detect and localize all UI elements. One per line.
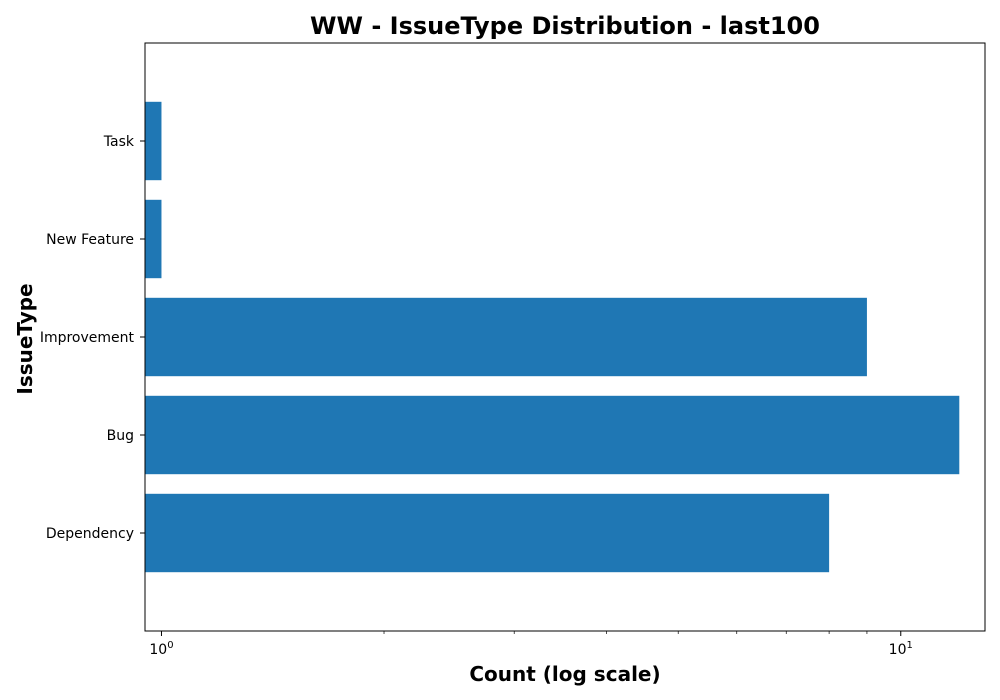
x-tick-label: 100 [149,640,173,658]
plot-frame [144,42,986,632]
bar-dependency [145,493,830,573]
bars-group [145,101,960,573]
y-tick-label-task: Task [103,134,135,150]
y-tick-label-new-feature: New Feature [46,232,134,248]
bar-task [145,101,162,181]
y-axis-title: IssueType [13,283,37,394]
bar-new-feature [145,199,162,279]
x-axis-title: Count (log scale) [469,662,660,686]
bar-bug [145,395,960,475]
chart-title: WW - IssueType Distribution - last100 [310,12,820,40]
y-tick-label-bug: Bug [107,428,134,444]
x-tick-label-exponent: 1 [906,640,912,651]
y-axis-ticks: Dependency Bug Improvement New Feature Task [40,134,145,542]
y-tick-label-improvement: Improvement [40,330,135,346]
x-tick-label-base: 10 [149,642,167,658]
x-axis-ticks: 100 101 [149,631,913,658]
y-tick-label-dependency: Dependency [46,526,134,542]
x-tick-label-exponent: 0 [167,640,173,651]
x-tick-label: 101 [889,640,913,658]
x-tick-label-base: 10 [889,642,907,658]
bar-improvement [145,297,867,377]
